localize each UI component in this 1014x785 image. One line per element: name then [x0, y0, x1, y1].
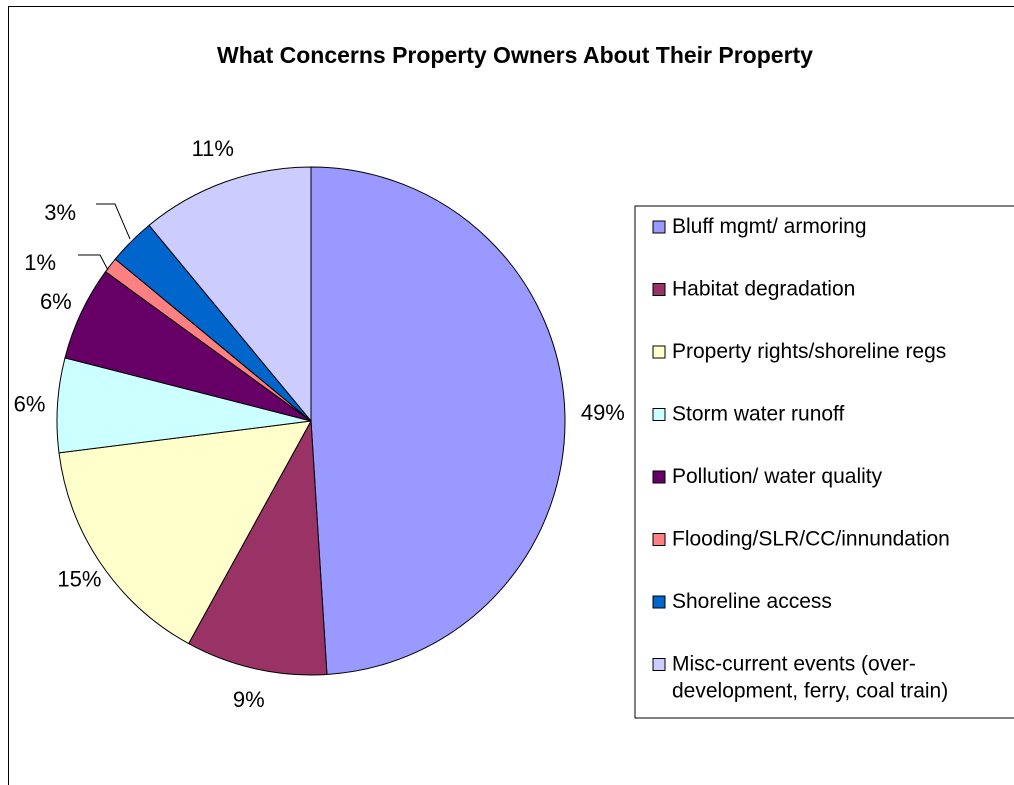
slice-value-label: 1%	[24, 250, 56, 275]
legend-label: Shoreline access	[672, 590, 832, 613]
legend-swatch	[652, 283, 666, 296]
pie-slice	[310, 166, 566, 676]
legend-label: Misc-current events (over-	[672, 653, 916, 676]
leader-lines	[78, 203, 131, 271]
slice-value-label: 15%	[57, 566, 101, 591]
legend-label: Storm water runoff	[672, 403, 845, 426]
legend: Bluff mgmt/ armoring Habitat degradation P…	[634, 205, 1014, 719]
legend-box	[634, 205, 1014, 719]
legend-label: Habitat degradation	[672, 278, 855, 301]
legend-label: Flooding/SLR/CC/innundation	[672, 528, 950, 551]
slice-value-label: 9%	[233, 687, 265, 712]
legend-label: Bluff mgmt/ armoring	[672, 215, 867, 238]
legend-swatch	[652, 658, 666, 671]
slice-value-label: 6%	[14, 391, 46, 416]
legend-swatch	[652, 408, 666, 421]
legend-label: development, ferry, coal train)	[672, 680, 948, 703]
leader-line	[78, 254, 109, 271]
legend-label: Pollution/ water quality	[672, 465, 883, 488]
slice-value-label: 49%	[581, 400, 625, 425]
slice-value-label: 6%	[40, 289, 72, 314]
leader-line	[96, 203, 131, 240]
chart-title: What Concerns Property Owners About Thei…	[217, 42, 813, 68]
legend-swatch	[652, 345, 666, 359]
legend-swatch	[652, 470, 666, 484]
legend-swatch	[652, 595, 666, 609]
chart-frame	[8, 6, 1014, 785]
data-labels: 49% 9% 15% 6% 6% 1% 3% 11%	[14, 136, 625, 712]
pie-slice	[187, 419, 328, 676]
pie-slice	[58, 420, 312, 645]
legend-label: Property rights/shoreline regs	[672, 340, 946, 363]
legend-swatch	[652, 220, 666, 234]
pie-slices	[56, 166, 566, 676]
slice-value-label: 11%	[192, 136, 234, 161]
legend-swatch	[652, 533, 666, 546]
pie-slice	[148, 166, 312, 423]
slice-value-label: 3%	[44, 200, 76, 225]
